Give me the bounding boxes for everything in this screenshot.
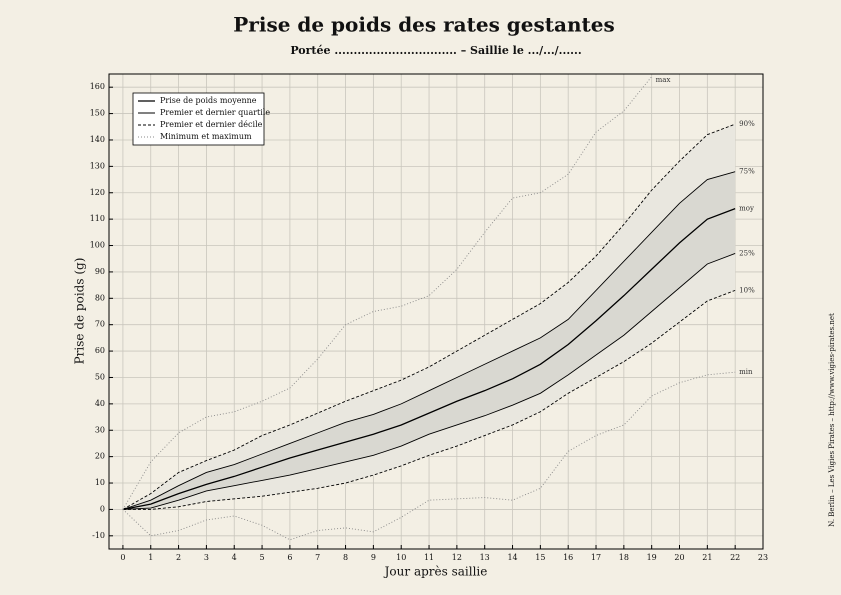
x-tick-label: 2 <box>176 553 181 562</box>
series-line <box>122 76 653 510</box>
line-end-label: 10% <box>739 286 755 294</box>
x-tick-label: 18 <box>619 553 629 562</box>
legend-box <box>132 92 265 146</box>
y-tick-label: 120 <box>90 188 105 197</box>
legend-label: Premier et dernier quartile <box>160 108 270 117</box>
y-tick-label: 110 <box>90 214 105 223</box>
series-line <box>122 289 736 510</box>
y-tick-label: 160 <box>90 82 105 91</box>
band <box>122 171 736 510</box>
y-tick-label: 100 <box>90 241 105 250</box>
x-tick-label: 15 <box>535 553 545 562</box>
x-tick-label: 1 <box>148 553 153 562</box>
x-tick-label: 10 <box>396 553 406 562</box>
x-tick-label: 21 <box>702 553 712 562</box>
y-tick-label: 30 <box>95 425 105 434</box>
x-tick-label: 4 <box>232 553 237 562</box>
y-tick-label: 10 <box>95 478 105 487</box>
x-tick-label: 7 <box>315 553 320 562</box>
y-tick-label: 90 <box>95 267 105 276</box>
line-end-label: 75% <box>739 168 755 176</box>
y-tick-label: 0 <box>100 504 105 513</box>
line-end-label: min <box>739 368 753 376</box>
y-tick-label: 130 <box>90 161 105 170</box>
series-line <box>122 207 736 511</box>
legend-label: Minimum et maximum <box>160 132 252 141</box>
y-tick-label: 140 <box>90 135 105 144</box>
line-end-label: 25% <box>739 249 755 257</box>
chart-title: Prise de poids des rates gestantes <box>233 13 614 37</box>
y-tick-label: 150 <box>90 109 105 118</box>
x-tick-label: 12 <box>452 553 462 562</box>
y-tick-label: 80 <box>95 293 105 302</box>
x-tick-label: 19 <box>647 553 657 562</box>
x-tick-label: 23 <box>758 553 768 562</box>
x-tick-label: 5 <box>260 553 265 562</box>
y-tick-label: 60 <box>95 346 105 355</box>
series-line <box>122 123 736 510</box>
x-tick-label: 16 <box>563 553 573 562</box>
x-tick-label: 13 <box>480 553 490 562</box>
y-tick-label: 40 <box>95 399 105 408</box>
line-end-label: 90% <box>739 120 755 128</box>
line-end-label: moy <box>739 205 754 213</box>
x-tick-label: 17 <box>591 553 601 562</box>
x-tick-label: 22 <box>730 553 740 562</box>
plot-frame <box>108 73 764 550</box>
x-tick-label: 0 <box>120 553 125 562</box>
chart-subtitle: Portée ................................ … <box>290 44 581 57</box>
y-tick-label: 70 <box>95 320 105 329</box>
line-end-label: max <box>656 76 671 84</box>
x-tick-label: 9 <box>371 553 376 562</box>
y-tick-label: 20 <box>95 452 105 461</box>
y-axis-label: Prise de poids (g) <box>73 258 87 365</box>
x-tick-label: 8 <box>343 553 348 562</box>
x-tick-label: 3 <box>204 553 209 562</box>
x-tick-label: 20 <box>674 553 684 562</box>
y-tick-label: -10 <box>92 531 105 540</box>
x-axis-label: Jour après saillie <box>383 565 488 579</box>
x-tick-label: 11 <box>424 553 434 562</box>
series-line <box>122 171 736 510</box>
x-tick-label: 14 <box>507 553 517 562</box>
side-note: N. Berlin – Les Vigies Pirates – http://… <box>828 313 836 527</box>
series-line <box>122 253 736 510</box>
y-tick-label: 50 <box>95 372 105 381</box>
series-line <box>122 371 736 541</box>
x-tick-label: 6 <box>287 553 292 562</box>
legend-label: Prise de poids moyenne <box>160 96 257 105</box>
legend-label: Premier et dernier décile <box>160 120 263 129</box>
